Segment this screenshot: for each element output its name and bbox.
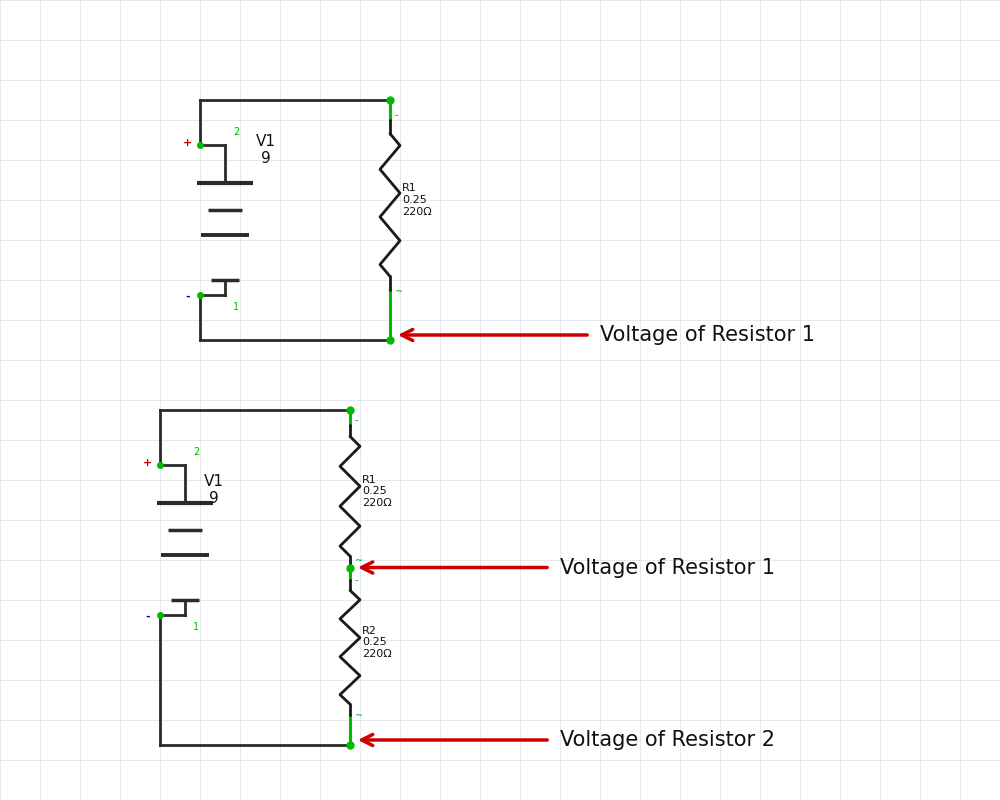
Text: 2: 2 <box>193 447 199 457</box>
Text: -: - <box>355 415 358 425</box>
Text: -: - <box>355 575 358 586</box>
Text: R2
0.25
220Ω: R2 0.25 220Ω <box>362 626 392 659</box>
Text: -: - <box>186 292 190 302</box>
Text: 2: 2 <box>233 127 239 137</box>
Text: ~: ~ <box>355 555 363 566</box>
Text: V1
9: V1 9 <box>256 134 276 166</box>
Text: -: - <box>146 612 150 622</box>
Text: +: + <box>183 138 193 148</box>
Text: V1
9: V1 9 <box>204 474 224 506</box>
Text: R1
0.25
220Ω: R1 0.25 220Ω <box>402 183 432 217</box>
Text: Voltage of Resistor 1: Voltage of Resistor 1 <box>600 325 815 345</box>
Text: ~: ~ <box>395 287 403 297</box>
Text: -: - <box>395 110 398 120</box>
Text: 1: 1 <box>193 622 199 632</box>
Text: R1
0.25
220Ω: R1 0.25 220Ω <box>362 474 392 508</box>
Text: Voltage of Resistor 1: Voltage of Resistor 1 <box>560 558 775 578</box>
Text: ~: ~ <box>355 711 363 721</box>
Text: Voltage of Resistor 2: Voltage of Resistor 2 <box>560 730 775 750</box>
Text: 1: 1 <box>233 302 239 312</box>
Text: +: + <box>143 458 153 468</box>
